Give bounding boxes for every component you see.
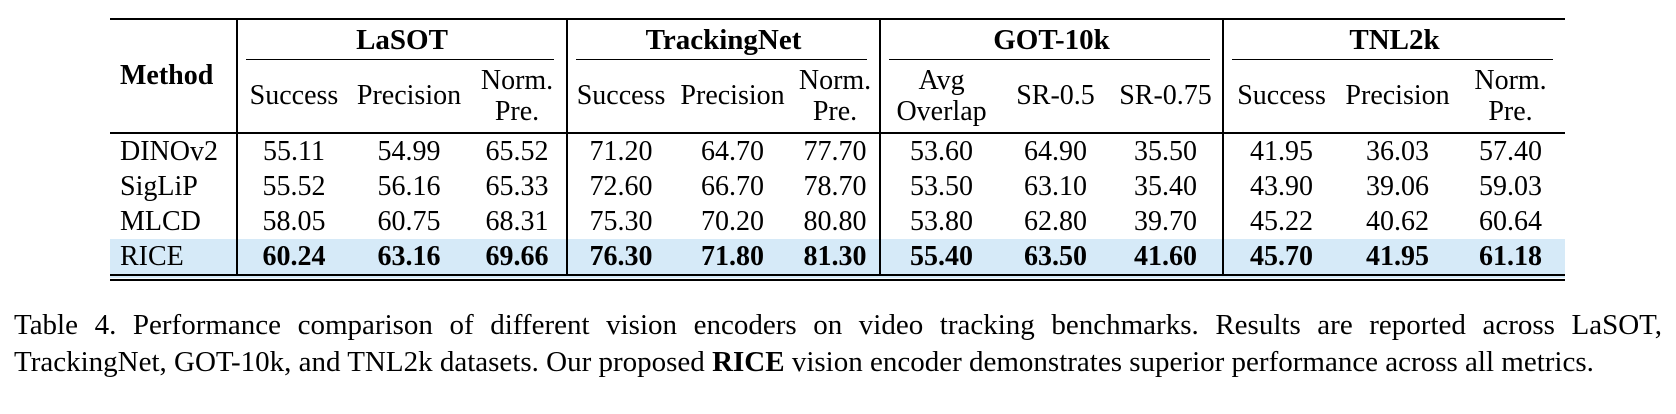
value-cell: 45.22 bbox=[1222, 204, 1340, 239]
value-cell: 36.03 bbox=[1366, 135, 1430, 167]
table-row-siglip: SigLiP 55.52 56.16 65.33 72.60 66.70 78.… bbox=[110, 169, 1565, 204]
value-cell: 75.30 bbox=[566, 204, 675, 239]
value-cell: 35.40 bbox=[1134, 170, 1198, 202]
value-cell: 61.18 bbox=[1456, 239, 1566, 278]
method-cell: DINOv2 bbox=[120, 135, 218, 167]
value-cell: 39.06 bbox=[1366, 170, 1430, 202]
col-header-got10k-sr05: SR-0.5 bbox=[1002, 60, 1110, 134]
value-cell: 55.11 bbox=[236, 133, 350, 169]
value-cell: 65.33 bbox=[485, 170, 549, 202]
value-cell: 56.16 bbox=[377, 170, 441, 202]
value-cell: 41.95 bbox=[1339, 239, 1457, 278]
caption-text-part2: vision encoder demonstrates superior per… bbox=[784, 345, 1594, 378]
method-cell: SigLiP bbox=[120, 170, 198, 202]
group-header-lasot: LaSOT bbox=[235, 19, 568, 60]
method-cell: MLCD bbox=[120, 205, 201, 237]
value-cell: 39.70 bbox=[1134, 205, 1198, 237]
caption-text-part1: Table 4. Performance comparison of diffe… bbox=[14, 309, 1662, 378]
value-cell: 64.70 bbox=[701, 135, 765, 167]
col-header-trackingnet-success: Success bbox=[566, 60, 675, 134]
subheader-row: Success Precision Norm. Pre. Success Pre… bbox=[110, 60, 1566, 134]
group-header-got10k: GOT-10k bbox=[879, 19, 1224, 60]
method-cell: RICE bbox=[110, 239, 237, 278]
col-header-trackingnet-normpre: Norm. Pre. bbox=[791, 60, 881, 134]
value-cell: 63.16 bbox=[350, 239, 468, 278]
col-header-trackingnet-precision: Precision bbox=[674, 60, 792, 134]
group-header-trackingnet: TrackingNet bbox=[566, 19, 881, 60]
value-cell: 66.70 bbox=[701, 170, 765, 202]
value-cell: 45.70 bbox=[1222, 239, 1340, 278]
table-row-dinov2: DINOv2 55.11 54.99 65.52 71.20 64.70 77.… bbox=[110, 133, 1565, 169]
value-cell: 68.31 bbox=[485, 205, 549, 237]
value-cell: 63.10 bbox=[1024, 170, 1088, 202]
col-header-tnl2k-precision: Precision bbox=[1339, 60, 1457, 134]
col-header-lasot-success: Success bbox=[236, 60, 350, 134]
value-cell: 41.60 bbox=[1109, 239, 1224, 278]
table-row-rice-highlighted: RICE 60.24 63.16 69.66 76.30 71.80 81.30… bbox=[110, 239, 1566, 278]
col-header-tnl2k-success: Success bbox=[1222, 60, 1340, 134]
value-cell: 54.99 bbox=[377, 135, 441, 167]
col-header-tnl2k-normpre: Norm. Pre. bbox=[1456, 60, 1566, 134]
value-cell: 72.60 bbox=[566, 169, 675, 204]
col-header-got10k-avgoverlap: Avg Overlap bbox=[879, 60, 1003, 134]
value-cell: 35.50 bbox=[1134, 135, 1198, 167]
value-cell: 60.24 bbox=[236, 239, 350, 278]
table-row-mlcd: MLCD 58.05 60.75 68.31 75.30 70.20 80.80… bbox=[110, 204, 1565, 239]
value-cell: 58.05 bbox=[236, 204, 350, 239]
value-cell: 70.20 bbox=[701, 205, 765, 237]
caption-rice-bold: RICE bbox=[712, 345, 785, 378]
value-cell: 53.50 bbox=[879, 169, 1003, 204]
group-header-tnl2k: TNL2k bbox=[1222, 19, 1566, 60]
col-header-lasot-normpre: Norm. Pre. bbox=[468, 60, 568, 134]
value-cell: 69.66 bbox=[468, 239, 568, 278]
table-caption: Table 4. Performance comparison of diffe… bbox=[14, 307, 1662, 380]
group-header-row: Method LaSOT TrackingNet GOT-10k TNL2k bbox=[110, 19, 1566, 134]
col-header-lasot-precision: Precision bbox=[350, 60, 468, 134]
value-cell: 77.70 bbox=[803, 135, 867, 167]
value-cell: 60.75 bbox=[377, 205, 441, 237]
value-cell: 41.95 bbox=[1222, 133, 1340, 169]
value-cell: 80.80 bbox=[803, 205, 867, 237]
value-cell: 65.52 bbox=[485, 135, 549, 167]
value-cell: 60.64 bbox=[1479, 205, 1543, 237]
value-cell: 78.70 bbox=[803, 170, 867, 202]
value-cell: 59.03 bbox=[1479, 170, 1543, 202]
value-cell: 62.80 bbox=[1024, 205, 1088, 237]
results-table: Method LaSOT TrackingNet GOT-10k TNL2k S… bbox=[110, 18, 1566, 281]
value-cell: 76.30 bbox=[566, 239, 675, 278]
value-cell: 64.90 bbox=[1024, 135, 1088, 167]
value-cell: 53.60 bbox=[879, 133, 1003, 169]
method-column-header: Method bbox=[110, 19, 237, 134]
value-cell: 71.80 bbox=[674, 239, 792, 278]
value-cell: 71.20 bbox=[566, 133, 675, 169]
value-cell: 53.80 bbox=[879, 204, 1003, 239]
results-table-container: Method LaSOT TrackingNet GOT-10k TNL2k S… bbox=[110, 18, 1566, 281]
value-cell: 57.40 bbox=[1479, 135, 1543, 167]
col-header-got10k-sr075: SR-0.75 bbox=[1109, 60, 1224, 134]
value-cell: 63.50 bbox=[1002, 239, 1110, 278]
value-cell: 81.30 bbox=[791, 239, 881, 278]
value-cell: 43.90 bbox=[1222, 169, 1340, 204]
value-cell: 40.62 bbox=[1366, 205, 1430, 237]
value-cell: 55.52 bbox=[236, 169, 350, 204]
value-cell: 55.40 bbox=[879, 239, 1003, 278]
